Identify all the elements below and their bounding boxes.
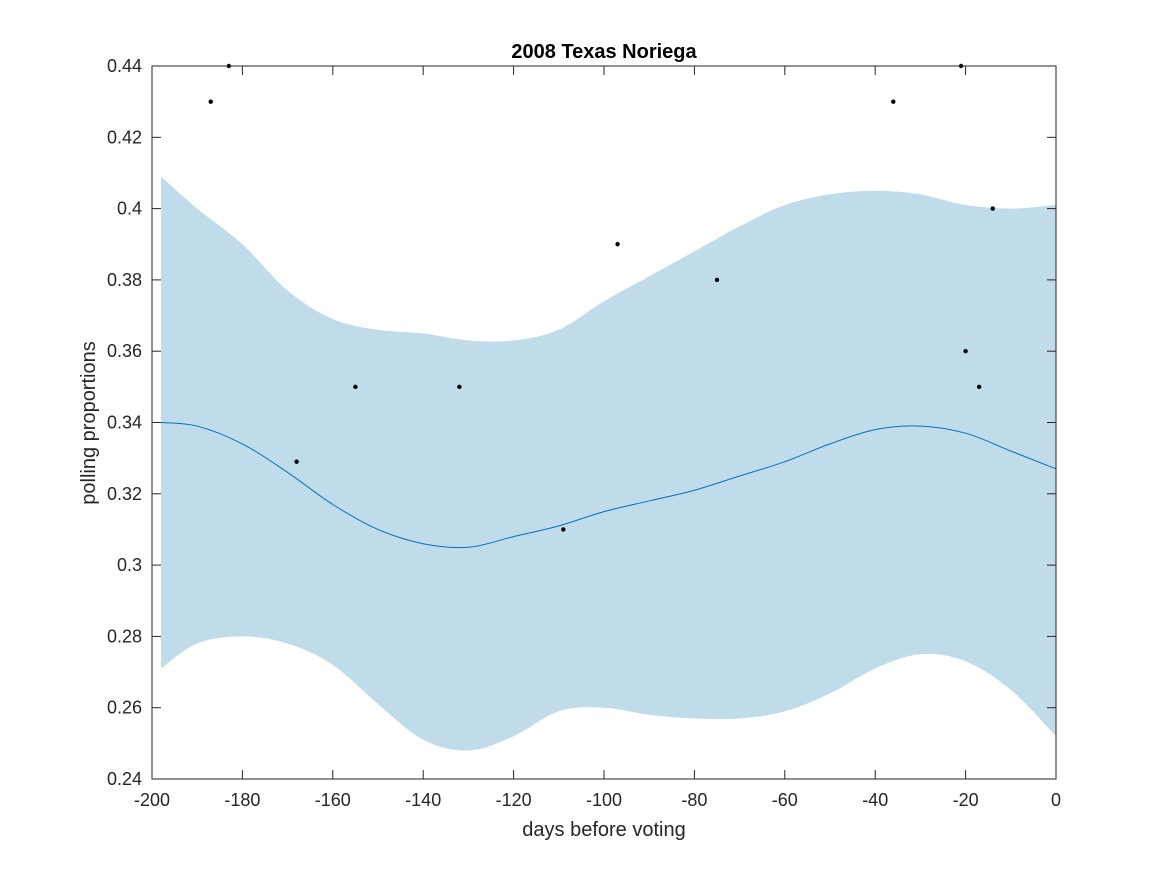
fit-line	[160, 422, 1057, 549]
y-tick-label: 0.24	[107, 769, 142, 789]
x-tick-label: -60	[772, 790, 798, 810]
y-tick-label: 0.4	[117, 199, 142, 219]
x-tick-label: -80	[681, 790, 707, 810]
y-tick-label: 0.44	[107, 56, 142, 76]
y-tick-label: 0.36	[107, 341, 142, 361]
confidence-band	[161, 176, 1057, 751]
data-point	[891, 99, 896, 104]
x-axis-label: days before voting	[522, 819, 685, 841]
fit-line-layer	[160, 422, 1057, 549]
x-tick-label: -20	[953, 790, 979, 810]
x-tick-label: -200	[134, 790, 170, 810]
y-tick-label: 0.26	[107, 698, 142, 718]
chart-title: 2008 Texas Noriega	[511, 41, 697, 63]
x-tick-label: -120	[496, 790, 532, 810]
x-tick-label: -160	[315, 790, 351, 810]
x-tick-label: -100	[586, 790, 622, 810]
data-point	[714, 277, 720, 283]
y-tick-label: 0.42	[107, 127, 142, 147]
data-points-layer	[208, 63, 995, 532]
x-tick-label: -40	[862, 790, 888, 810]
data-point	[976, 384, 982, 390]
data-point	[990, 206, 995, 211]
data-point	[457, 384, 462, 390]
x-tick-label: 0	[1051, 790, 1061, 810]
y-tick-label: 0.38	[107, 270, 142, 290]
y-axis-label: polling proportions	[78, 341, 100, 504]
data-point	[561, 527, 566, 532]
confidence-band-layer	[161, 176, 1057, 751]
y-tick-label: 0.34	[107, 413, 142, 433]
y-tick-label: 0.3	[117, 555, 142, 575]
ticks-layer: -200 -180 -160 -140 -120 -100 -80 -60 -40 -20 00.2…	[107, 56, 1061, 810]
data-point	[208, 99, 213, 104]
data-point	[294, 459, 299, 464]
y-tick-label: 0.28	[107, 626, 142, 646]
y-tick-label: 0.32	[107, 484, 142, 504]
x-tick-label: -140	[405, 790, 441, 810]
data-point	[963, 349, 968, 354]
x-tick-label: -180	[224, 790, 260, 810]
data-point	[353, 384, 358, 390]
data-point	[615, 242, 620, 247]
